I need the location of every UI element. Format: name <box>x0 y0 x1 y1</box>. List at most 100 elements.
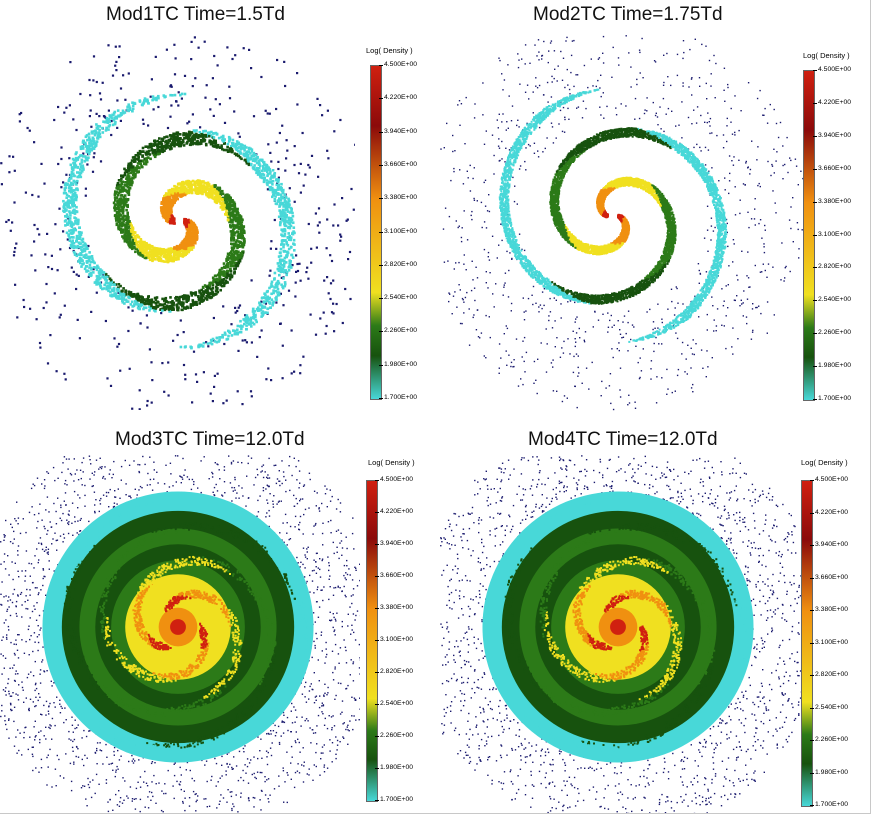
particle <box>71 239 74 242</box>
particle <box>139 242 142 245</box>
particle <box>310 154 314 157</box>
particle <box>73 227 76 231</box>
particle <box>90 144 94 147</box>
particle <box>134 300 137 303</box>
particle <box>270 160 273 163</box>
particle <box>220 144 223 147</box>
particle <box>122 224 126 227</box>
particle <box>11 221 14 224</box>
particle <box>289 246 293 249</box>
particle <box>147 302 151 306</box>
particle <box>466 291 468 294</box>
particle <box>73 174 76 178</box>
particle <box>188 224 191 228</box>
particle <box>62 181 65 184</box>
particle <box>269 170 272 174</box>
particle <box>124 298 128 302</box>
particle <box>68 157 71 160</box>
particle <box>161 150 164 154</box>
particle <box>171 192 175 195</box>
particle <box>718 180 720 182</box>
colorbar-tickmark <box>379 198 383 200</box>
particle <box>190 136 194 139</box>
particle <box>70 236 74 239</box>
particle <box>140 295 143 299</box>
particle <box>85 269 88 272</box>
particle <box>155 252 158 256</box>
particle <box>109 281 112 285</box>
particle <box>236 207 239 211</box>
particle <box>143 240 146 244</box>
particle <box>273 218 276 222</box>
particle <box>169 93 172 97</box>
particle <box>215 340 219 344</box>
particle <box>230 199 233 203</box>
particle <box>236 149 240 153</box>
particle <box>280 259 283 263</box>
particle <box>197 187 201 191</box>
particle <box>222 284 226 287</box>
particle <box>191 179 195 183</box>
particle <box>734 214 737 216</box>
particle <box>90 255 94 258</box>
particle <box>721 324 723 326</box>
particle <box>280 239 284 243</box>
particle <box>639 376 641 379</box>
particle <box>71 209 75 213</box>
particle <box>179 319 182 322</box>
particle <box>554 346 556 348</box>
particle <box>161 362 164 365</box>
particle <box>279 186 282 189</box>
particle <box>235 143 239 146</box>
particle <box>448 292 450 294</box>
particle <box>212 197 215 200</box>
particle <box>284 212 287 215</box>
particle <box>71 211 75 214</box>
particle <box>233 152 237 155</box>
colorbar-tickmark <box>379 364 383 366</box>
particle <box>216 279 220 282</box>
particle <box>247 162 251 166</box>
particle <box>180 193 184 197</box>
particle <box>187 228 190 231</box>
particle <box>132 295 136 298</box>
particle <box>76 171 79 174</box>
particle <box>75 205 78 209</box>
particle <box>89 94 92 97</box>
particle <box>283 234 286 238</box>
particle <box>184 247 188 251</box>
particle <box>241 244 245 247</box>
particle <box>289 220 292 224</box>
particle <box>134 247 137 250</box>
particle <box>526 84 529 86</box>
particle <box>209 194 212 197</box>
particle <box>229 225 232 228</box>
particle <box>172 137 175 140</box>
particle <box>317 207 321 210</box>
particle <box>129 291 133 294</box>
particle <box>23 305 26 309</box>
particle <box>142 301 146 305</box>
particle <box>154 298 158 301</box>
particle <box>230 323 233 326</box>
particle <box>354 143 355 146</box>
particle <box>283 259 286 263</box>
particle <box>241 147 245 150</box>
particle <box>91 257 94 261</box>
particle <box>187 221 191 224</box>
particle <box>128 235 131 238</box>
particle <box>282 264 286 267</box>
particle <box>455 220 457 222</box>
particle <box>67 234 71 238</box>
particle <box>237 213 240 217</box>
particle <box>198 344 202 348</box>
particle <box>115 69 118 72</box>
particle <box>278 293 281 297</box>
particle <box>278 209 281 212</box>
particle <box>117 114 120 117</box>
particle <box>219 336 223 339</box>
particle <box>643 112 646 115</box>
particle <box>263 169 266 172</box>
particle <box>169 247 173 250</box>
